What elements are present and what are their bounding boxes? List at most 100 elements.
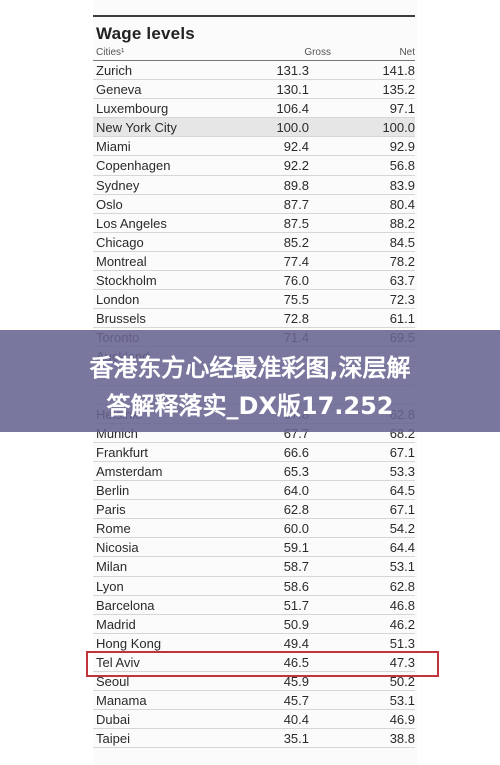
gross-cell: 106.4 — [276, 101, 309, 117]
net-cell: 135.2 — [382, 82, 415, 98]
net-cell: 141.8 — [382, 63, 415, 78]
table-row: Taipei 35.1 38.8 — [93, 729, 415, 749]
net-cell: 46.8 — [389, 597, 415, 613]
city-cell: Madrid — [96, 616, 136, 632]
city-cell: Berlin — [96, 483, 130, 499]
city-cell: Lyon — [96, 578, 124, 594]
city-cell: Miami — [96, 139, 131, 155]
table-row: Zurich 131.3 141.8 — [93, 61, 415, 81]
gross-cell: 100.0 — [276, 120, 309, 136]
table-row: Berlin 64.0 64.5 — [93, 481, 415, 501]
city-cell: Dubai — [96, 712, 130, 728]
gross-cell: 35.1 — [283, 731, 309, 747]
net-cell: 100.0 — [382, 120, 415, 136]
city-cell: Copenhagen — [96, 158, 171, 174]
net-cell: 51.3 — [389, 635, 415, 651]
net-cell: 67.1 — [389, 444, 415, 460]
net-cell: 53.3 — [389, 463, 415, 479]
gross-cell: 131.3 — [276, 63, 309, 78]
net-cell: 47.3 — [389, 654, 415, 670]
gross-cell: 75.5 — [283, 292, 309, 308]
gross-cell: 77.4 — [283, 253, 309, 269]
table-row: Manama 45.7 53.1 — [93, 691, 415, 711]
city-cell: Sydney — [96, 177, 140, 193]
hong-kong-highlight-box — [86, 651, 439, 677]
table-row: Tel Aviv 46.5 47.3 — [93, 653, 415, 672]
city-cell: Montreal — [96, 253, 147, 269]
column-header-net: Net — [399, 47, 415, 58]
table-row: Oslo 87.7 80.4 — [93, 195, 415, 214]
net-cell: 61.1 — [389, 311, 415, 327]
table-row: Miami 92.4 92.9 — [93, 137, 415, 157]
net-cell: 63.7 — [389, 273, 415, 289]
net-cell: 78.2 — [389, 253, 415, 269]
gross-cell: 46.5 — [283, 654, 309, 670]
table-row: Frankfurt 66.6 67.1 — [93, 443, 415, 462]
city-cell: Rome — [96, 521, 131, 537]
net-cell: 67.1 — [389, 502, 415, 518]
net-cell: 50.2 — [389, 674, 415, 689]
table-row: Brussels 72.8 61.1 — [93, 309, 415, 329]
banner-line-1: 香港东方心经最准彩图,深层解 — [89, 354, 411, 382]
city-cell: Zurich — [96, 63, 133, 78]
table-row: Milan 58.7 53.1 — [93, 557, 415, 577]
gross-cell: 58.6 — [283, 578, 309, 594]
city-cell: Paris — [96, 502, 126, 518]
table-row: Barcelona 51.7 46.8 — [93, 596, 415, 615]
gross-cell: 65.3 — [283, 463, 309, 479]
gross-cell: 76.0 — [283, 273, 309, 289]
gross-cell: 92.2 — [283, 158, 309, 174]
gross-cell: 64.0 — [283, 483, 309, 499]
city-cell: Barcelona — [96, 597, 155, 613]
gross-cell: 87.5 — [283, 215, 309, 231]
net-cell: 46.9 — [389, 712, 415, 728]
table-row: London 75.5 72.3 — [93, 290, 415, 310]
gross-cell: 130.1 — [276, 82, 309, 98]
table-row: Copenhagen 92.2 56.8 — [93, 156, 415, 176]
table-row: Sydney 89.8 83.9 — [93, 176, 415, 195]
net-cell: 46.2 — [389, 616, 415, 632]
gross-cell: 40.4 — [283, 712, 309, 728]
city-cell: Nicosia — [96, 540, 139, 556]
city-cell: Amsterdam — [96, 463, 163, 479]
gross-cell: 58.7 — [283, 559, 309, 575]
table-row: Dubai 40.4 46.9 — [93, 710, 415, 730]
net-cell: 62.8 — [389, 578, 415, 594]
gross-cell: 72.8 — [283, 311, 309, 327]
city-cell: Oslo — [96, 196, 123, 212]
gross-cell: 92.4 — [283, 139, 309, 155]
city-cell: Stockholm — [96, 273, 157, 289]
overlay-banner: 香港东方心经最准彩图,深层解 答解释落实_DX版17.252 — [0, 330, 500, 432]
net-cell: 72.3 — [389, 292, 415, 308]
net-cell: 92.9 — [389, 139, 415, 155]
column-header-cities: Cities¹ — [96, 47, 125, 58]
table-row: Nicosia 59.1 64.4 — [93, 538, 415, 558]
table-row: Amsterdam 65.3 53.3 — [93, 462, 415, 482]
city-cell: Chicago — [96, 234, 144, 250]
gross-cell: 50.9 — [283, 616, 309, 632]
city-cell: Luxembourg — [96, 101, 169, 117]
gross-cell: 62.8 — [283, 502, 309, 518]
net-cell: 64.5 — [389, 483, 415, 499]
table-row: Madrid 50.9 46.2 — [93, 615, 415, 634]
net-cell: 53.1 — [389, 693, 415, 709]
table-row: Stockholm 76.0 63.7 — [93, 271, 415, 291]
city-cell: Manama — [96, 693, 147, 709]
gross-cell: 59.1 — [283, 540, 309, 556]
net-cell: 84.5 — [389, 234, 415, 250]
gross-cell: 51.7 — [283, 597, 309, 613]
city-cell: Los Angeles — [96, 215, 167, 231]
table-row: Chicago 85.2 84.5 — [93, 233, 415, 252]
city-cell: Milan — [96, 559, 128, 575]
table-row: Rome 60.0 54.2 — [93, 519, 415, 539]
city-cell: Tel Aviv — [96, 654, 140, 670]
net-cell: 80.4 — [389, 196, 415, 212]
gross-cell: 45.7 — [283, 693, 309, 709]
net-cell: 83.9 — [389, 177, 415, 193]
gross-cell: 45.9 — [283, 674, 309, 689]
net-cell: 88.2 — [389, 215, 415, 231]
net-cell: 97.1 — [389, 101, 415, 117]
gross-cell: 87.7 — [283, 196, 309, 212]
header-rule — [93, 60, 415, 61]
city-cell: Seoul — [96, 674, 130, 689]
